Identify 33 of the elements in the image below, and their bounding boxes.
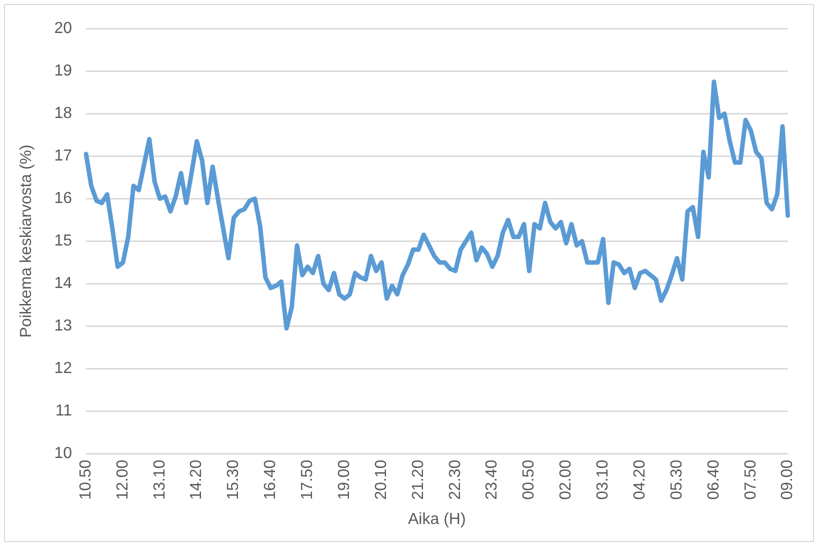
y-tick-label: 15 (54, 232, 72, 250)
x-tick-label: 10.50 (77, 460, 94, 500)
x-tick-label: 20.10 (372, 460, 390, 500)
x-tick-label: 09.00 (779, 460, 796, 500)
x-tick-label: 21.20 (410, 460, 427, 500)
x-tick-label: 22.30 (446, 460, 464, 500)
x-tick-label: 17.50 (299, 460, 316, 500)
x-tick-label: 05.30 (668, 460, 686, 500)
x-tick-label: 15.30 (225, 460, 242, 500)
x-tick-label: 03.10 (594, 460, 612, 500)
x-tick-label: 02.00 (558, 460, 575, 500)
y-axis-title: Poikkema keskiarvosta (%) (18, 144, 36, 338)
y-tick-label: 14 (54, 275, 72, 292)
y-tick-label: 20 (54, 20, 72, 38)
y-tick-label: 17 (54, 148, 72, 165)
y-tick-label: 18 (54, 105, 72, 122)
x-tick-label: 07.50 (742, 460, 760, 500)
x-tick-label: 16.40 (262, 460, 280, 500)
y-tick-label: 10 (54, 445, 72, 462)
y-tick-label: 12 (54, 360, 72, 378)
x-tick-label: 12.00 (114, 460, 132, 500)
x-tick-label: 06.40 (705, 460, 722, 500)
x-tick-label: 23.40 (484, 460, 501, 500)
x-tick-label: 13.10 (151, 460, 168, 500)
y-tick-label: 11 (55, 402, 72, 420)
x-axis-title: Aika (H) (408, 510, 466, 528)
y-tick-label: 19 (54, 62, 72, 80)
x-tick-label: 04.20 (631, 460, 648, 500)
x-tick-label: 19.00 (336, 460, 353, 500)
y-tick-label: 13 (54, 318, 72, 335)
y-tick-label: 16 (54, 190, 72, 208)
x-tick-label: 00.50 (520, 460, 538, 500)
x-tick-label: 14.20 (188, 460, 206, 500)
